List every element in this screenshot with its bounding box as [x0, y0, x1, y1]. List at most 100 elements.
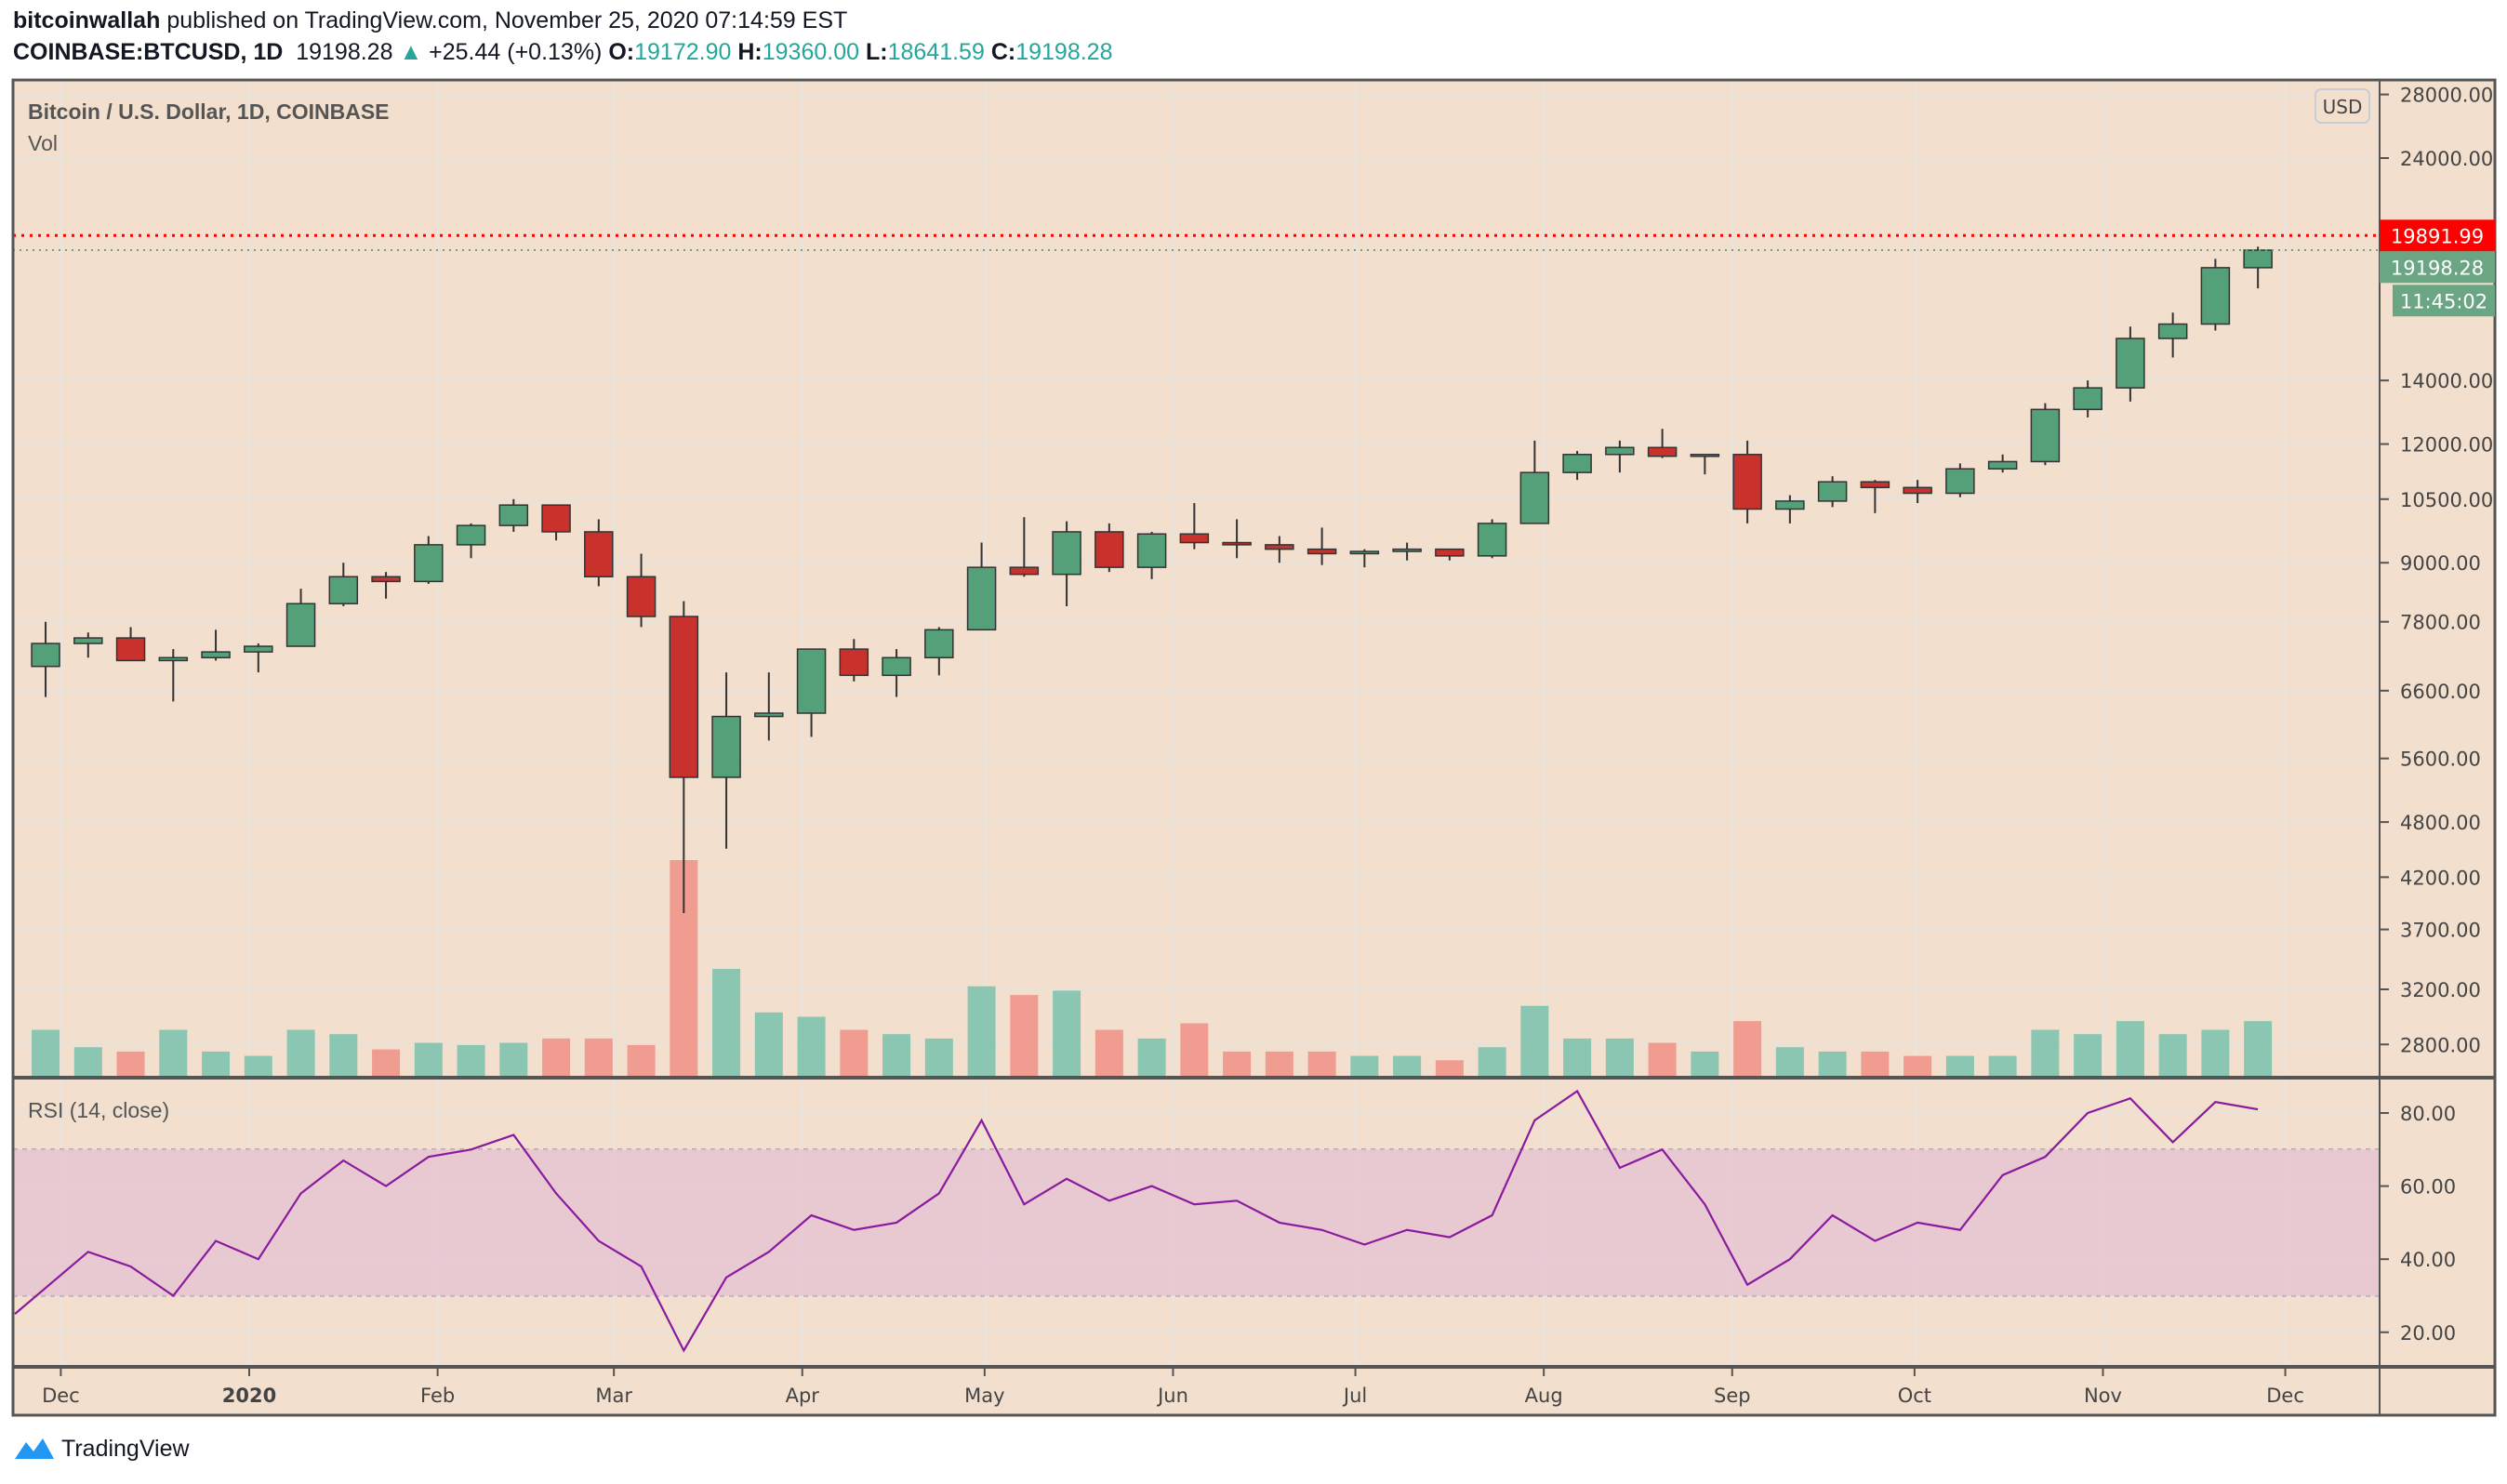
candle-body: [839, 648, 869, 677]
high-price-label: 19891.99: [2391, 225, 2484, 247]
symbol-info: COINBASE:BTCUSD, 1D 19198.28 ▲ +25.44 (+…: [13, 39, 1113, 66]
low-value: 18641.59: [887, 39, 985, 65]
volume-bar: [1520, 1005, 1549, 1078]
volume-bar: [754, 1012, 783, 1078]
candle-body: [1179, 533, 1210, 544]
rsi-tick-label: 20.00: [2400, 1322, 2456, 1345]
x-tick-label: Dec: [2266, 1385, 2304, 1407]
candle-body: [1732, 454, 1762, 510]
volume-bar: [1648, 1042, 1677, 1078]
candle-body: [285, 603, 316, 647]
candle-body: [244, 645, 273, 653]
volume-bar: [2201, 1029, 2230, 1078]
candle-body: [626, 576, 657, 617]
volume-bar: [1945, 1055, 1974, 1078]
volume-bar: [1733, 1021, 1762, 1078]
candle-body: [1860, 481, 1890, 489]
candle-body: [882, 656, 911, 677]
x-tick-label: 2020: [222, 1385, 276, 1407]
x-tick-label: Sep: [1714, 1385, 1751, 1407]
volume-bar: [202, 1051, 231, 1078]
symbol: COINBASE:BTCUSD, 1D: [13, 39, 284, 65]
y-tick-label: 4800.00: [2400, 812, 2481, 834]
volume-bar: [584, 1038, 613, 1078]
volume-bar: [457, 1044, 485, 1078]
candle-body: [414, 544, 444, 583]
candle-body: [1265, 544, 1294, 550]
candle-body: [31, 643, 60, 668]
price-tags: 19891.99 19198.28 11:45:02: [2380, 219, 2495, 317]
change: +25.44 (+0.13%): [429, 39, 603, 65]
volume-bar: [882, 1034, 911, 1078]
countdown-label: 11:45:02: [2400, 290, 2487, 312]
y-tick-label: 6600.00: [2400, 681, 2481, 703]
candle-body: [2116, 338, 2145, 389]
candle-body: [966, 566, 997, 631]
triangle-up-icon: ▲: [399, 39, 423, 65]
candle-body: [2073, 387, 2102, 411]
candle-body: [1647, 446, 1678, 457]
candle-body: [1519, 471, 1550, 524]
candle-body: [796, 648, 827, 714]
x-tick-label: May: [964, 1385, 1004, 1407]
volume-bar: [73, 1047, 102, 1078]
volume-bar: [1818, 1051, 1847, 1078]
last-price-label-bg: [2380, 251, 2495, 284]
candle-body: [371, 576, 401, 583]
candle-body: [1052, 531, 1081, 576]
candle-body: [1903, 486, 1932, 495]
tradingview-logo-icon: [15, 1438, 54, 1459]
candles: [31, 246, 2273, 913]
rsi-line: [14, 1089, 2259, 1353]
y-tick-label: 28000.00: [2400, 85, 2493, 107]
x-tick-label: Aug: [1525, 1385, 1563, 1407]
tradingview-logo[interactable]: TradingView: [13, 1435, 190, 1463]
volume-bar: [1350, 1055, 1379, 1078]
volume-bar: [2074, 1034, 2102, 1078]
candle-body: [2157, 323, 2188, 339]
candle-body: [1307, 548, 1337, 555]
x-tick-label: Dec: [42, 1385, 80, 1407]
volume-bar: [1137, 1038, 1166, 1078]
volume-bar: [1563, 1038, 1592, 1078]
volume-bar: [627, 1044, 656, 1078]
candle-body: [115, 637, 146, 662]
volume-bar: [542, 1038, 571, 1078]
volume-bar: [967, 986, 996, 1078]
currency-button[interactable]: USD: [2315, 88, 2370, 124]
volume-bar: [1435, 1060, 1464, 1078]
volume-bar: [1265, 1051, 1293, 1078]
candle-body: [1435, 548, 1465, 557]
publish-info: bitcoinwallah published on TradingView.c…: [13, 7, 847, 34]
volume-bar: [32, 1029, 60, 1078]
volume-bar: [840, 1029, 869, 1078]
open-label: O:: [608, 39, 635, 65]
candle-body: [924, 629, 954, 659]
candle-body: [1392, 548, 1422, 552]
candle-body: [584, 531, 614, 577]
volume-bar: [924, 1038, 953, 1078]
volume-bar: [1605, 1038, 1634, 1078]
volume-bar: [244, 1055, 272, 1078]
rsi-label: RSI (14, close): [28, 1098, 169, 1122]
volume-bars: [32, 860, 2273, 1078]
close-value: 19198.28: [1015, 39, 1113, 65]
rsi-band: [13, 1149, 2380, 1296]
published-text: published on TradingView.com, November 2…: [166, 7, 848, 33]
candle-body: [669, 616, 699, 778]
candle-body: [1817, 481, 1848, 502]
candle-body: [2243, 249, 2273, 269]
x-tick-label: Apr: [786, 1385, 820, 1407]
volume-bar: [372, 1049, 401, 1078]
volume-bar: [2031, 1029, 2060, 1078]
rsi-tick-label: 60.00: [2400, 1176, 2456, 1199]
volume-bar: [1478, 1047, 1506, 1078]
y-tick-label: 2800.00: [2400, 1034, 2481, 1056]
vol-label: Vol: [28, 131, 58, 155]
candle-body: [711, 715, 741, 778]
candle-body: [1775, 500, 1805, 510]
high-price-label-bg: [2380, 219, 2495, 252]
volume-bar: [1988, 1055, 2017, 1078]
author: bitcoinwallah: [13, 7, 161, 33]
